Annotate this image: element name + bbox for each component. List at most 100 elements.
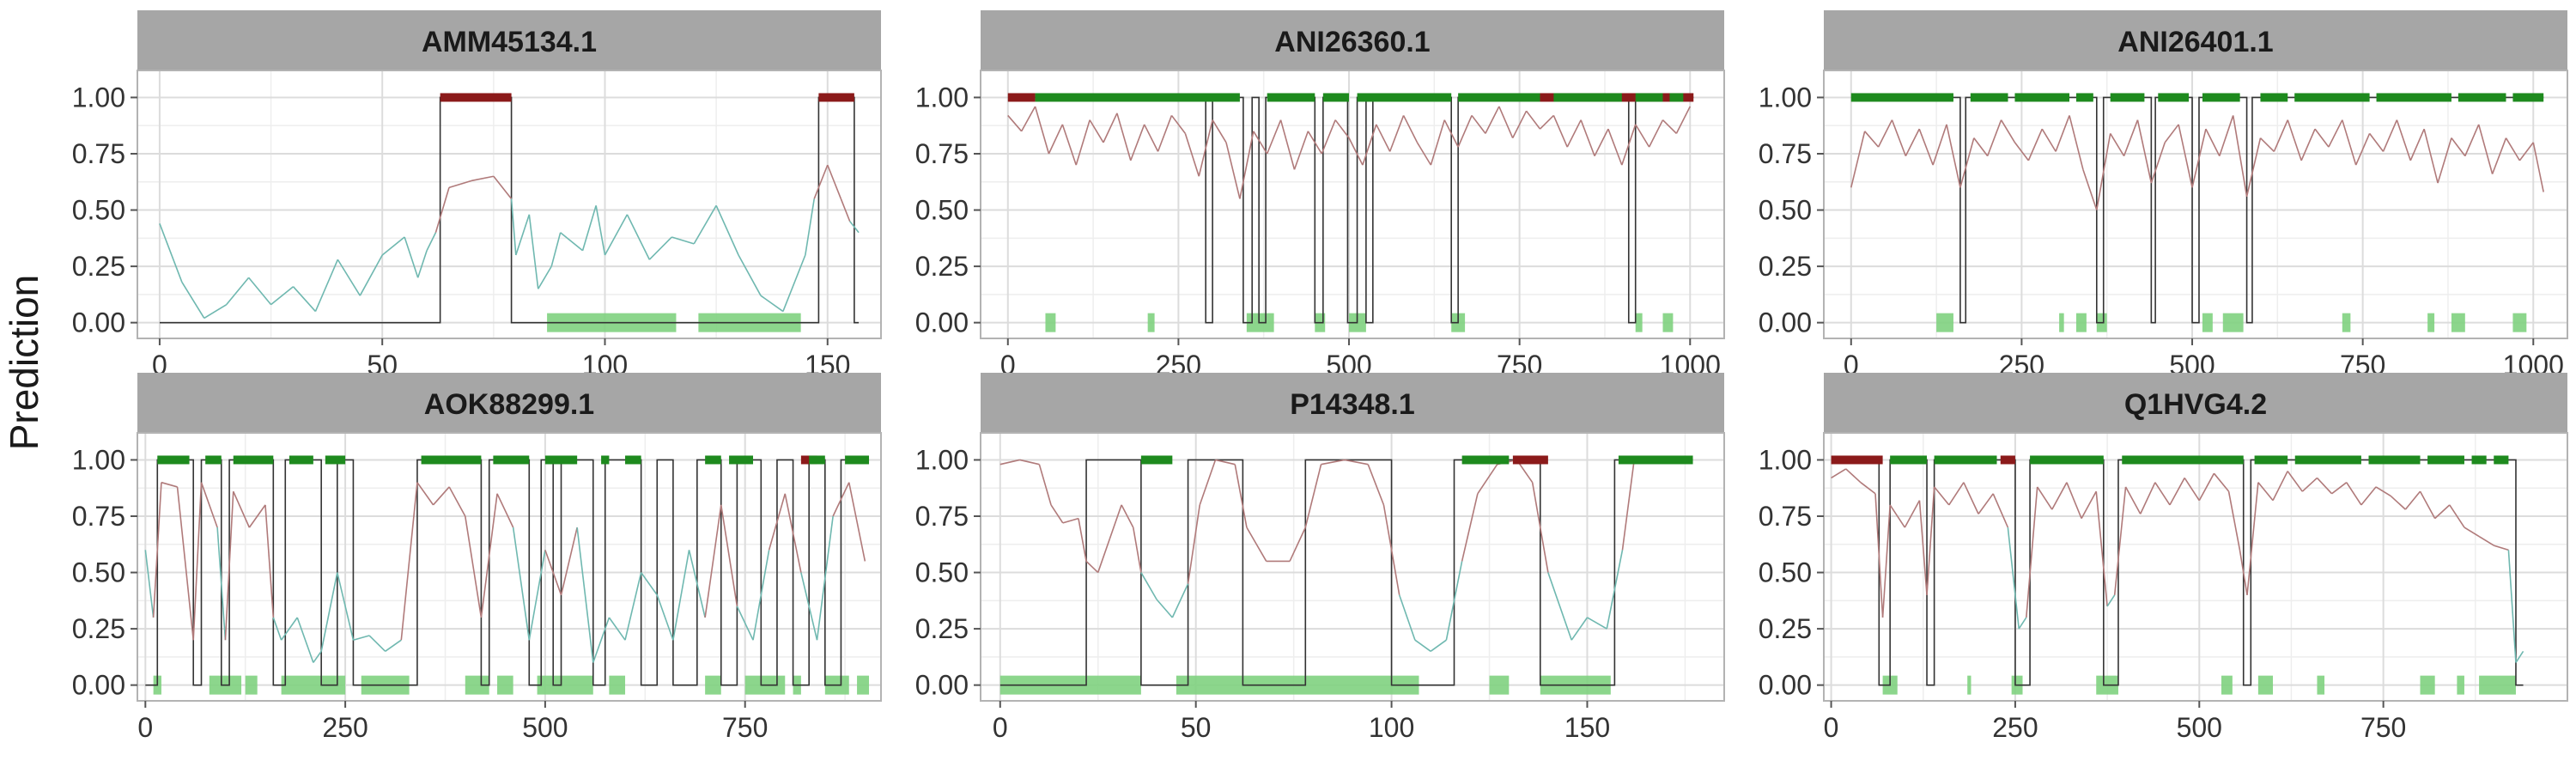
score-line-segment [1566,119,1582,148]
bottom-green-mark [1489,675,1510,695]
score-line-segment [1388,115,1405,152]
score-line-segment [1621,124,1637,166]
score-line-segment [1253,131,1268,155]
y-tick-label: 0.50 [72,557,125,588]
score-line-segment [1121,504,1134,528]
score-line-segment [832,482,850,517]
score-line-segment [2257,482,2274,502]
plot-content [1850,93,2544,332]
score-line-segment [2518,142,2534,161]
score-line-segment [2464,526,2480,538]
score-line-segment [2219,115,2234,156]
score-line-segment [426,232,437,252]
score-line-segment [1344,459,1369,466]
y-tick-label: 1.00 [1759,82,1812,113]
top-green-mark [2368,455,2421,465]
y-tick-label: 1.00 [1759,444,1812,475]
top-green-mark [2014,93,2070,102]
score-line-segment [1007,114,1023,132]
score-line-segment [192,482,203,641]
top-green-mark [2471,455,2487,465]
y-tick-label: 0.75 [72,501,125,532]
score-line-segment [1580,119,1595,156]
score-line-segment [292,286,317,313]
score-line-segment [233,490,251,528]
score-line-segment [2494,545,2509,551]
score-line-segment [1289,526,1307,562]
score-line-segment [314,259,339,312]
top-green-mark [1322,93,1350,102]
score-line-segment [1171,583,1189,618]
score-line-segment [448,180,472,189]
score-line-segment [493,175,513,199]
score-line-segment [471,175,495,182]
score-line-segment [849,221,860,234]
score-line-segment [1085,560,1099,574]
score-line-segment [1034,106,1050,155]
score-line-segment [2245,137,2262,198]
score-line-segment [2328,119,2343,148]
score-line-segment [2273,119,2288,152]
score-line-segment [2000,119,2016,143]
score-line-segment [595,205,606,256]
score-line-segment [2409,128,2425,161]
top-green-mark [2494,455,2509,465]
x-tick-label: 250 [322,712,368,743]
score-line-segment [512,527,531,641]
x-tick-label: 0 [993,712,1008,743]
score-line-segment [624,572,642,641]
bottom-green-mark [2427,313,2435,332]
score-line-segment [2232,115,2248,197]
top-green-mark [2202,93,2240,102]
score-line-segment [296,617,314,663]
score-line-segment [1062,517,1079,524]
score-line-segment [1587,617,1607,630]
top-green-mark [493,455,530,465]
score-line-segment [1109,504,1122,539]
score-line-segment [2184,477,2200,502]
top-green-mark [1035,93,1240,102]
y-tick-label: 0.75 [915,138,969,169]
bottom-green-mark [1936,313,1953,332]
score-line-segment [1606,550,1624,630]
y-tick-label: 0.75 [915,501,969,532]
panel-strip [137,373,881,433]
score-line-segment [2055,115,2070,152]
score-line-segment [528,214,539,289]
score-line-segment [270,286,295,306]
score-line-segment [1877,119,1893,148]
top-red-mark [1831,455,1883,465]
score-line-segment [368,635,386,652]
score-line-segment [1471,114,1486,134]
score-line-segment [1212,119,1227,143]
y-axis-label: Prediction [2,275,46,451]
y-tick-label: 0.50 [72,195,125,226]
score-line-segment [1918,128,1934,166]
score-line-segment [416,482,434,506]
bottom-green-mark [2222,313,2244,332]
score-line-segment [1416,142,1432,166]
score-line-segment [1531,482,1549,573]
score-line-segment [1932,124,1947,166]
score-line-segment [2532,142,2544,192]
top-red-mark [1512,455,1548,465]
bottom-green-mark [1635,313,1643,332]
y-tick-label: 0.75 [1759,138,1812,169]
top-green-mark [809,455,825,465]
score-line-segment [2396,119,2412,161]
score-line-segment [1362,124,1377,166]
score-line-segment [592,617,611,663]
score-line-segment [1874,493,1884,618]
score-line-segment [1304,464,1322,528]
score-line-segment [648,236,672,260]
score-line-segment [224,491,234,641]
score-line-segment [2287,471,2303,492]
score-line-segment [1239,131,1255,199]
score-line-segment [272,617,283,641]
score-line-segment [1376,124,1391,152]
score-line-segment [2477,124,2494,174]
y-tick-label: 0.00 [915,307,969,338]
top-green-mark [2458,93,2506,102]
score-line-segment [576,527,594,663]
score-line-segment [2419,490,2436,520]
